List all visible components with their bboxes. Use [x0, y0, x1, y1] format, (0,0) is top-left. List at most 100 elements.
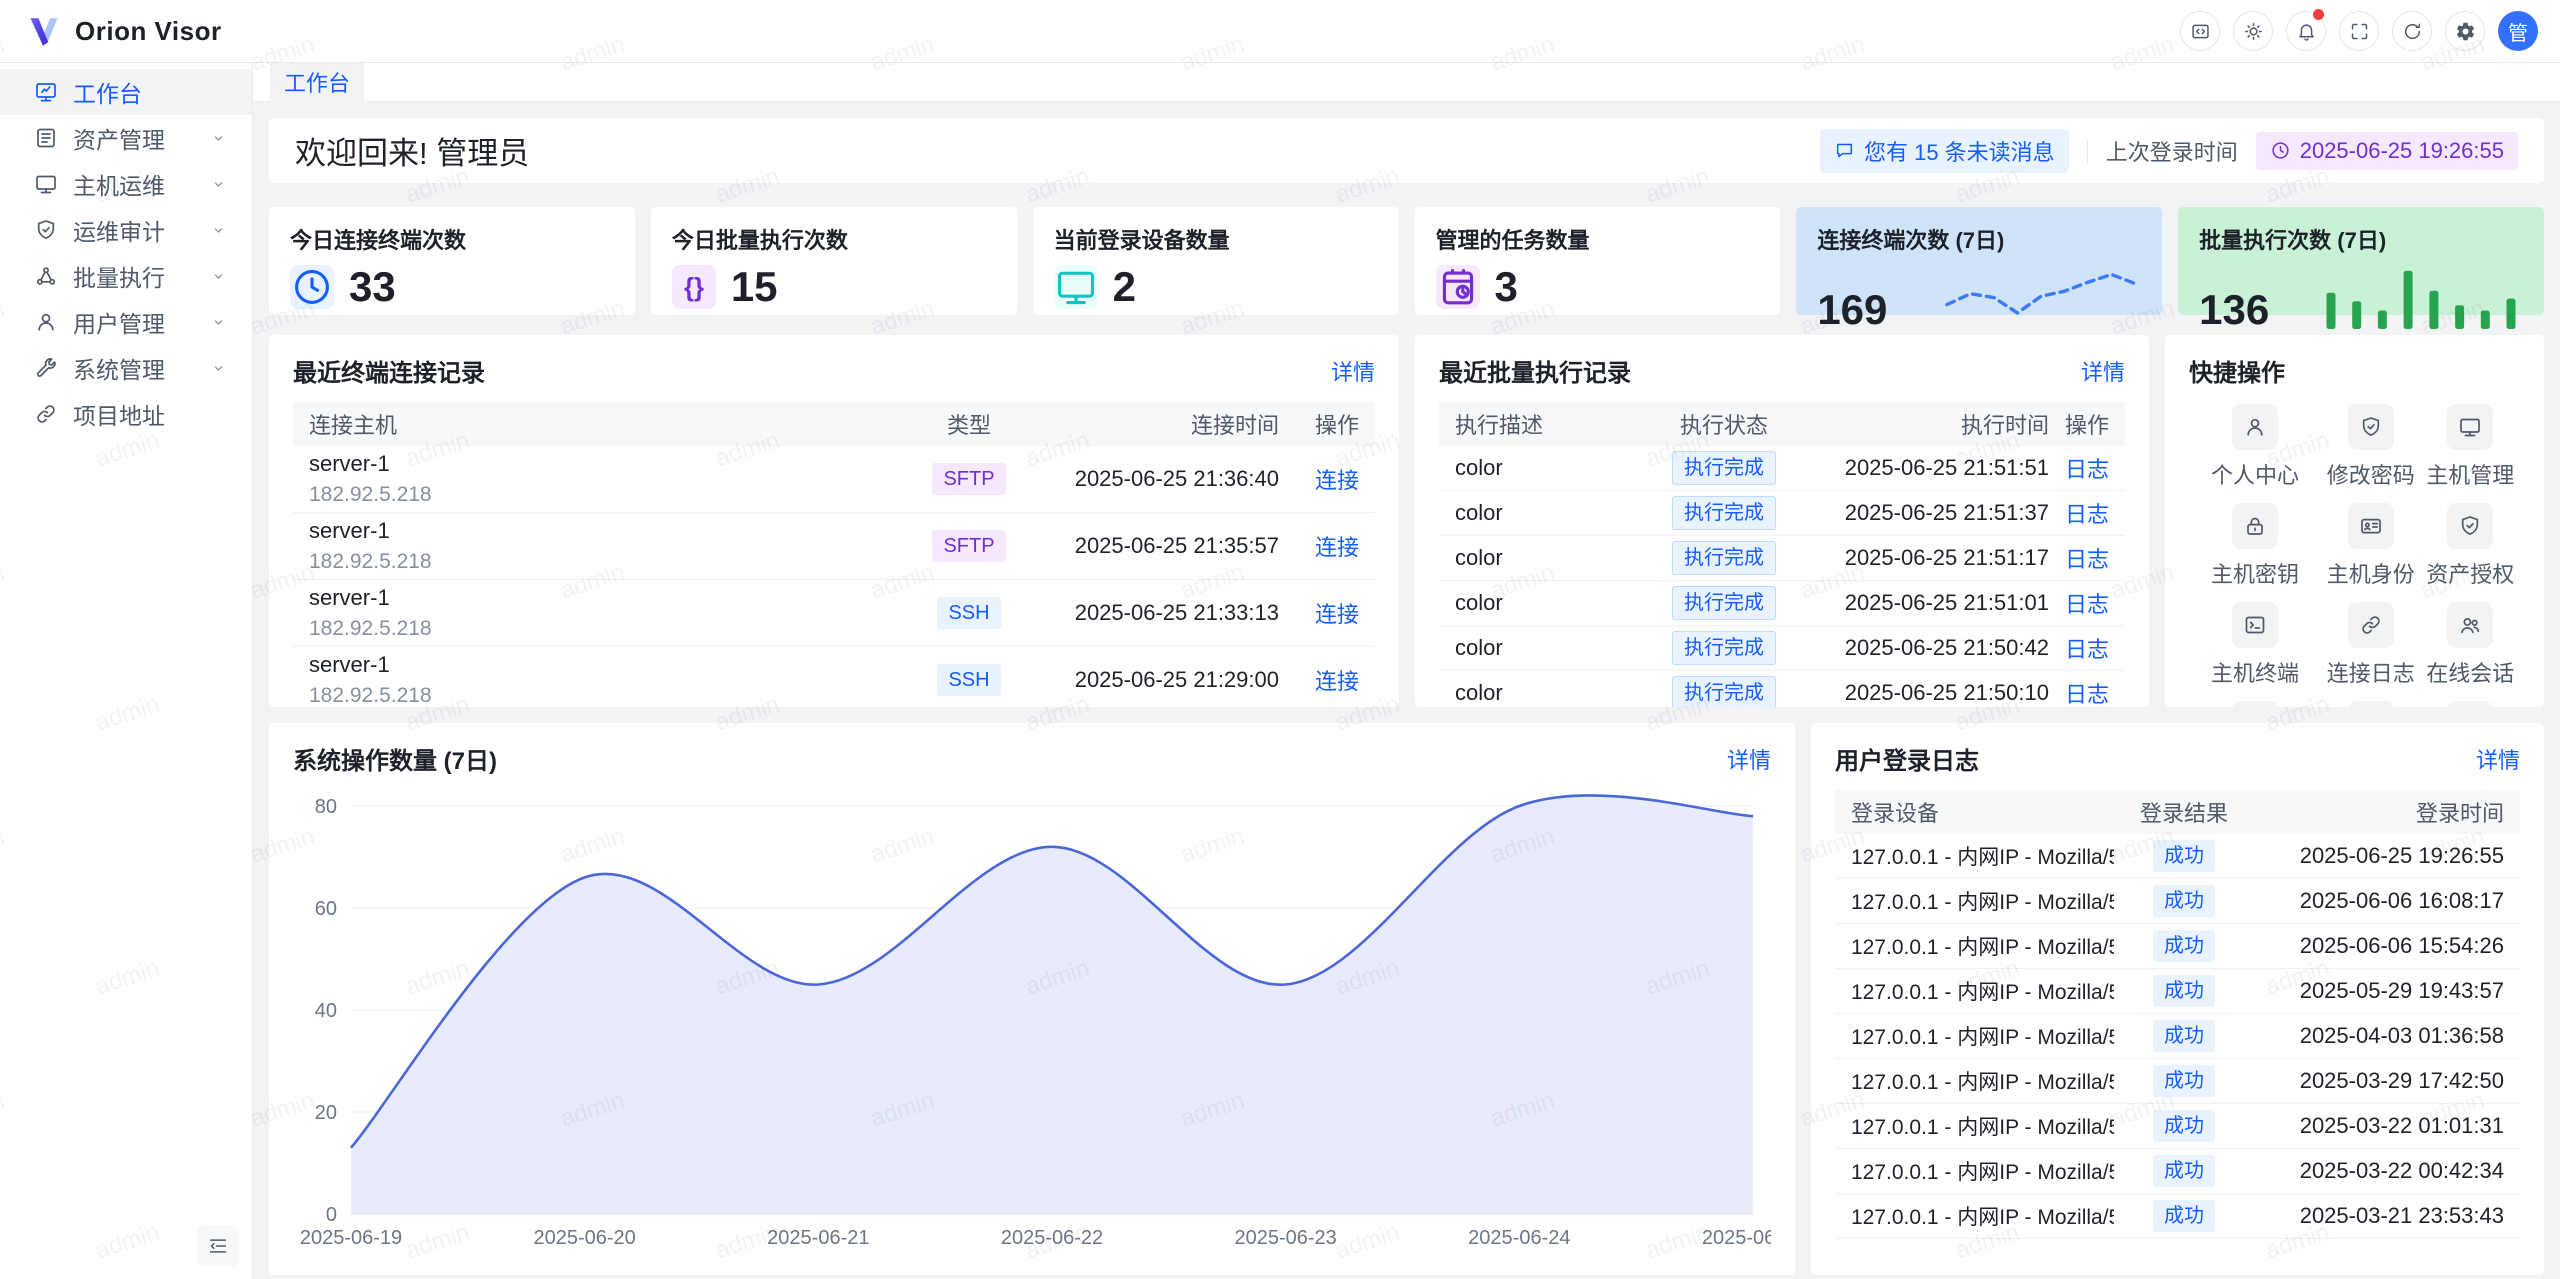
exec-time: 2025-06-25 21:50:42	[1799, 635, 2049, 661]
batch-exec-panel: 最近批量执行记录 详情 执行描述 执行状态 执行时间 操作 color 执行完成…	[1415, 335, 2149, 707]
login-result-tag: 成功	[2153, 1065, 2215, 1097]
terminal-panel-detail-link[interactable]: 详情	[1331, 355, 1375, 387]
quick-action-2[interactable]: 主机管理	[2421, 404, 2521, 490]
sidebar-item-label: 工作台	[73, 75, 142, 109]
svg-text:40: 40	[315, 1000, 337, 1022]
table-row: color 执行完成 2025-06-25 21:51:37 日志	[1439, 491, 2125, 536]
refresh-button[interactable]	[2392, 11, 2432, 51]
connect-link[interactable]: 连接	[1315, 669, 1359, 694]
table-row: 127.0.0.1 - 内网IP - Mozilla/5.0 (Windows …	[1835, 1059, 2520, 1104]
breadcrumb: 工作台	[253, 63, 2560, 102]
audit-icon	[34, 218, 58, 242]
quick-action-10[interactable]: 命令执行	[2321, 701, 2420, 707]
login-log-table: 登录设备 登录结果 登录时间 127.0.0.1 - 内网IP - Mozill…	[1835, 790, 2520, 1239]
login-device: 127.0.0.1 - 内网IP - Mozilla/5.0 (Windows …	[1851, 841, 2114, 871]
log-link[interactable]: 日志	[2065, 547, 2109, 572]
stat-card-value: 169	[1817, 289, 1887, 331]
table-row: server-1 182.92.5.218 SSH 2025-06-25 21:…	[293, 580, 1375, 647]
terminal-connections-table: 连接主机 类型 连接时间 操作 server-1 182.92.5.218 SF…	[293, 402, 1375, 707]
stat-card-2: 当前登录设备数量 2	[1033, 207, 1399, 315]
braces-icon: {}	[672, 265, 716, 309]
sun-icon	[2243, 21, 2264, 42]
stat-card-label: 连接终端次数 (7日)	[1817, 223, 2141, 255]
assets-icon	[34, 126, 58, 150]
unread-messages-badge[interactable]: 您有 15 条未读消息	[1820, 129, 2069, 173]
fullscreen-button[interactable]	[2339, 11, 2379, 51]
quick-action-8[interactable]: 在线会话	[2421, 602, 2521, 688]
connect-link[interactable]: 连接	[1315, 468, 1359, 493]
table-row: color 执行完成 2025-06-25 21:50:10 日志	[1439, 671, 2125, 707]
exec-time: 2025-06-25 21:51:17	[1799, 545, 2049, 571]
login-panel-detail-link[interactable]: 详情	[2476, 743, 2520, 775]
login-time: 2025-06-25 19:26:55	[2254, 843, 2504, 869]
login-panel-title: 用户登录日志	[1835, 741, 1979, 776]
chart-panel-detail-link[interactable]: 详情	[1727, 743, 1771, 775]
sidebar-item-label: 主机运维	[73, 167, 165, 201]
sidebar-item-3[interactable]: 运维审计	[0, 207, 252, 253]
quick-action-9[interactable]: 文件操作日志	[2189, 701, 2321, 707]
clock-icon	[2270, 140, 2291, 161]
sidebar-item-label: 批量执行	[73, 259, 165, 293]
theme-button[interactable]	[2233, 11, 2273, 51]
log-link[interactable]: 日志	[2065, 682, 2109, 707]
top-header: Orion Visor 管	[0, 0, 2560, 63]
svg-text:2025-06-22: 2025-06-22	[1001, 1227, 1103, 1249]
stat-card-label: 批量执行次数 (7日)	[2199, 223, 2523, 255]
last-login-label: 上次登录时间	[2106, 135, 2238, 167]
bell-icon	[2296, 21, 2317, 42]
stat-card-value: 2	[1113, 266, 1136, 308]
quick-action-5[interactable]: 资产授权	[2421, 503, 2521, 589]
svg-text:2025-06-20: 2025-06-20	[534, 1227, 636, 1249]
code-button[interactable]	[2180, 11, 2220, 51]
host-cell: server-1 182.92.5.218	[309, 583, 909, 643]
login-result-tag: 成功	[2153, 840, 2215, 872]
batch-panel-detail-link[interactable]: 详情	[2081, 355, 2125, 387]
col-time: 登录时间	[2254, 796, 2504, 828]
sidebar-item-6[interactable]: 系统管理	[0, 345, 252, 391]
sidebar-item-0[interactable]: 工作台	[0, 69, 252, 115]
stat-card-label: 管理的任务数量	[1436, 223, 1760, 255]
col-time: 执行时间	[1799, 408, 2049, 440]
notifications-button[interactable]	[2286, 11, 2326, 51]
connect-link[interactable]: 连接	[1315, 602, 1359, 627]
quick-action-4[interactable]: 主机身份	[2321, 503, 2420, 589]
sidebar-item-7[interactable]: 项目地址	[0, 391, 252, 437]
svg-text:2025-06-23: 2025-06-23	[1235, 1227, 1337, 1249]
user-avatar[interactable]: 管	[2498, 11, 2538, 51]
log-link[interactable]: 日志	[2065, 502, 2109, 527]
quick-action-1[interactable]: 修改密码	[2321, 404, 2420, 490]
quick-action-7[interactable]: 连接日志	[2321, 602, 2420, 688]
quick-action-3[interactable]: 主机密钥	[2189, 503, 2321, 589]
log-link[interactable]: 日志	[2065, 592, 2109, 617]
sidebar-item-1[interactable]: 资产管理	[0, 115, 252, 161]
login-device: 127.0.0.1 - 内网IP - Mozilla/5.0 (Windows …	[1851, 931, 2114, 961]
table-row: 127.0.0.1 - 内网IP - Mozilla/5.0 (Windows …	[1835, 834, 2520, 879]
sidebar-item-2[interactable]: 主机运维	[0, 161, 252, 207]
log-link[interactable]: 日志	[2065, 457, 2109, 482]
stat-card-value: 3	[1495, 266, 1518, 308]
svg-text:2025-06-24: 2025-06-24	[1468, 1227, 1570, 1249]
quick-action-label: 主机身份	[2327, 557, 2415, 589]
chevron-down-icon	[209, 175, 228, 194]
stat-card-5: 批量执行次数 (7日) 136	[2178, 207, 2544, 315]
col-action: 操作	[2049, 408, 2109, 440]
sidebar-item-5[interactable]: 用户管理	[0, 299, 252, 345]
quick-action-label: 主机终端	[2211, 656, 2299, 688]
chevron-down-icon	[209, 313, 228, 332]
sidebar-collapse-button[interactable]	[197, 1225, 239, 1267]
table-row: server-1 182.92.5.218 SFTP 2025-06-25 21…	[293, 513, 1375, 580]
breadcrumb-item-workbench[interactable]: 工作台	[270, 61, 364, 103]
idcard-icon	[2359, 514, 2383, 538]
table-row: 127.0.0.1 - 内网IP - Mozilla/5.0 (Windows …	[1835, 1104, 2520, 1149]
chevron-down-icon	[209, 359, 228, 378]
sidebar-item-4[interactable]: 批量执行	[0, 253, 252, 299]
settings-button[interactable]	[2445, 11, 2485, 51]
log-link[interactable]: 日志	[2065, 637, 2109, 662]
quick-action-6[interactable]: 主机终端	[2189, 602, 2321, 688]
chevron-down-icon	[209, 267, 228, 286]
quick-action-0[interactable]: 个人中心	[2189, 404, 2321, 490]
notification-badge-dot	[2313, 9, 2324, 20]
quick-action-11[interactable]: 执行日志	[2421, 701, 2521, 707]
connect-link[interactable]: 连接	[1315, 535, 1359, 560]
stat-card-value: 136	[2199, 289, 2269, 331]
